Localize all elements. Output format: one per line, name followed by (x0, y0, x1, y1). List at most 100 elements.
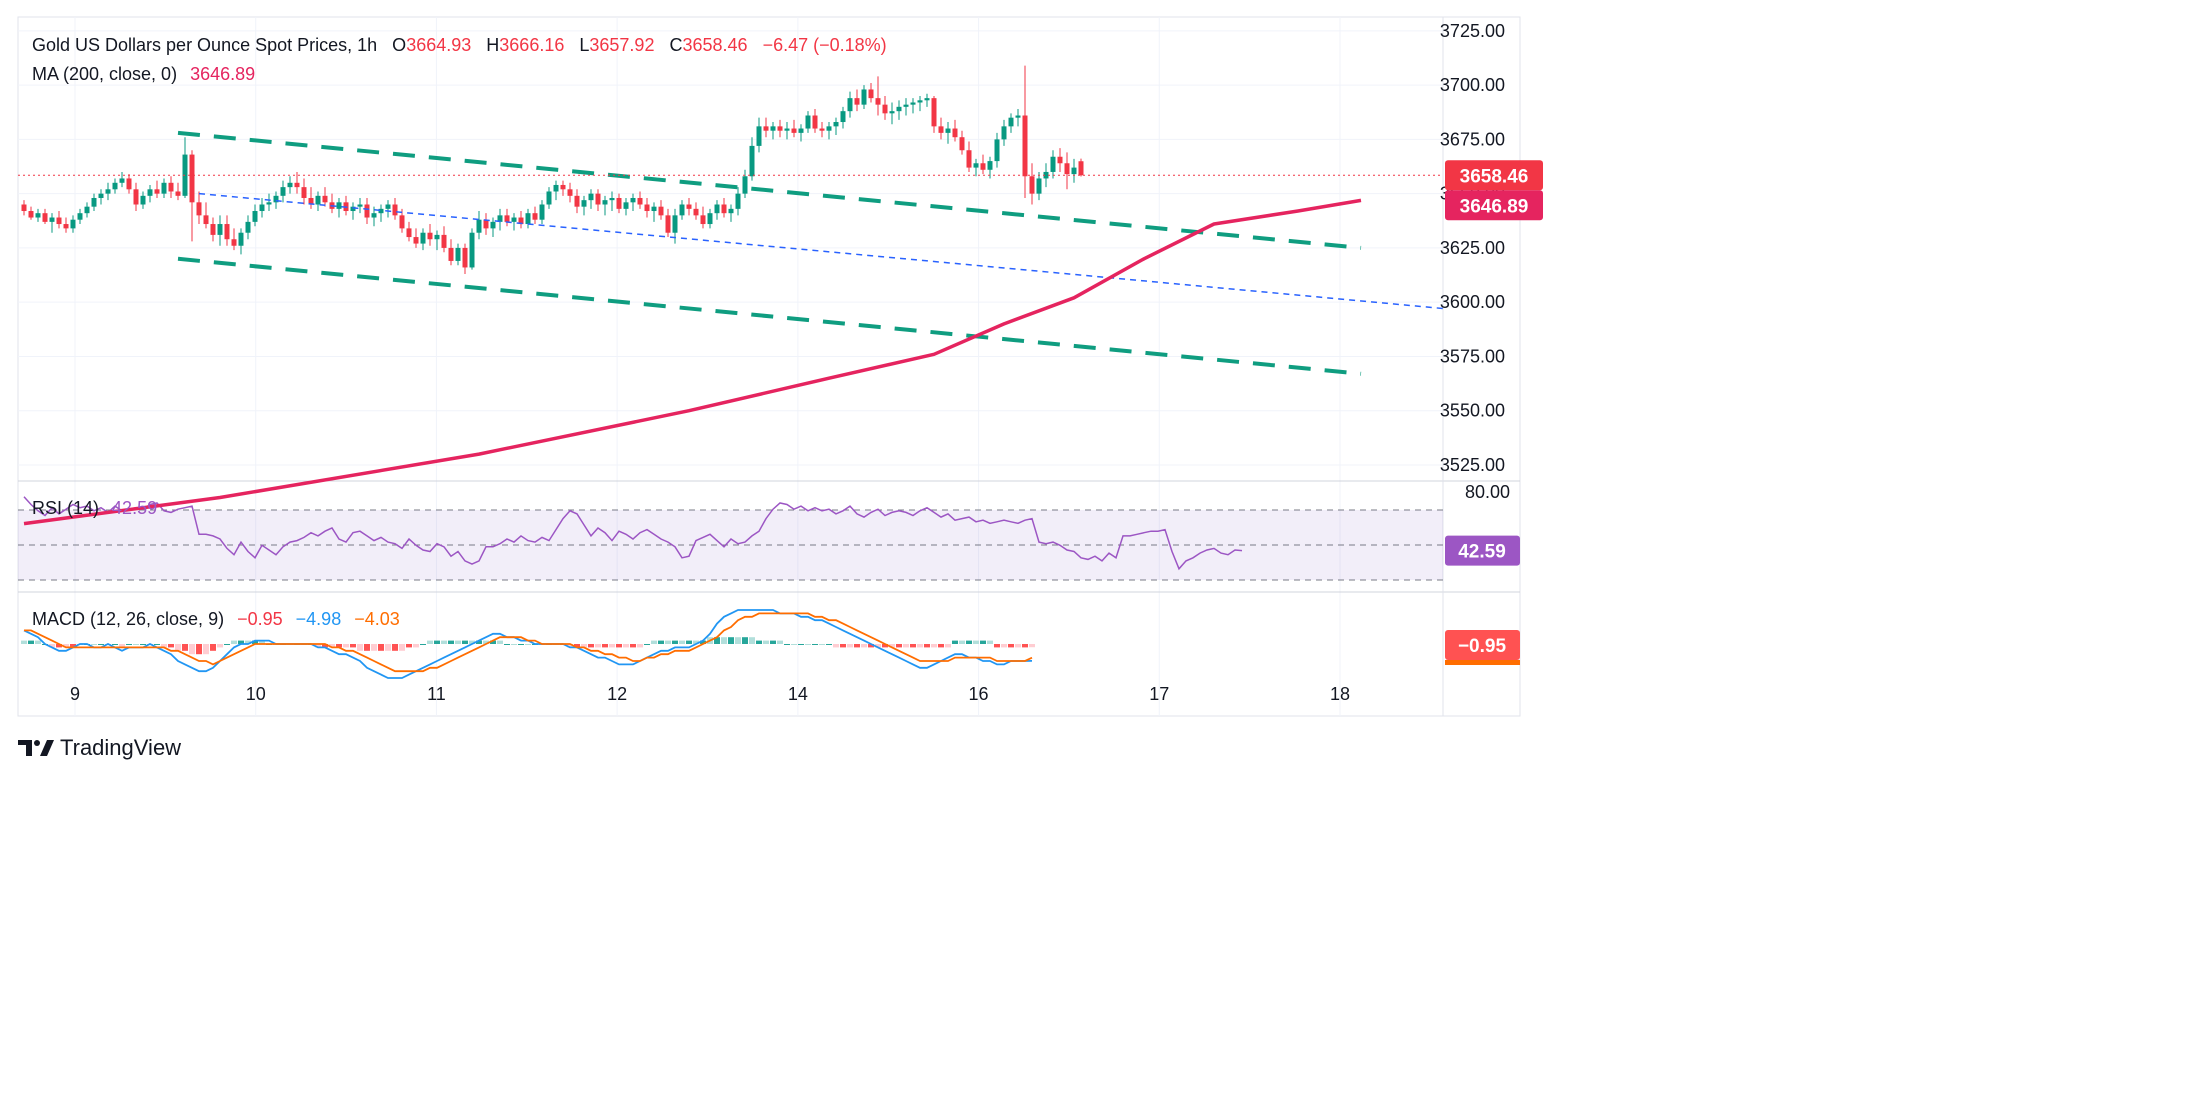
macd-histogram-bar (455, 640, 461, 644)
candle-body (448, 247, 454, 261)
macd-histogram-bar (854, 644, 860, 648)
macd-histogram-bar (637, 644, 643, 648)
candle-body (581, 200, 587, 207)
candle-body (952, 128, 958, 138)
rsi-line (23, 496, 1243, 571)
candle-body (252, 211, 258, 222)
candle-body (903, 104, 909, 107)
candle-body (70, 219, 76, 229)
macd-histogram-bar (875, 644, 881, 648)
candle-body (896, 106, 902, 112)
candle-body (21, 204, 27, 212)
macd-histogram-bar (224, 644, 230, 645)
last-price-tag: 3658.46 (1445, 160, 1543, 191)
candle-body (84, 206, 90, 214)
macd-histogram-bar (112, 644, 118, 645)
macd-histogram-bar (329, 644, 335, 648)
candle-body (735, 193, 741, 209)
macd-histogram-bar (245, 640, 251, 644)
macd-last-tag-text: −0.95 (1458, 636, 1507, 657)
symbol-title: Gold US Dollars per Ounce Spot Prices, 1… (32, 35, 377, 55)
price-tick-label: 3550.00 (1440, 401, 1505, 421)
macd-histogram-bar (189, 644, 195, 655)
macd-histogram-bar (133, 644, 139, 645)
candle-body (819, 128, 825, 131)
candle-body (658, 206, 664, 216)
tradingview-logo-icon (18, 740, 54, 756)
macd-histogram-bar (525, 644, 531, 645)
macd-histogram-bar (805, 644, 811, 645)
candle-body (665, 215, 671, 233)
macd-histogram-bar (588, 644, 594, 648)
macd-histogram-bar (686, 640, 692, 644)
macd-histogram-bar (91, 644, 97, 645)
candle-body (742, 176, 748, 194)
grid (18, 17, 1443, 716)
candle-body (161, 182, 167, 194)
macd-histogram-bar (721, 637, 727, 644)
macd-histogram-bar (826, 644, 832, 645)
last-price-tag-bg (1445, 160, 1543, 191)
tradingview-logo[interactable]: TradingView (18, 734, 181, 762)
macd-histogram-bar (756, 640, 762, 644)
macd-histogram-bar (441, 640, 447, 644)
macd-histogram-bar (413, 644, 419, 648)
macd-histogram-bar (217, 644, 223, 648)
candle-body (805, 115, 811, 129)
candle-body (455, 247, 461, 261)
candle-body (406, 228, 412, 238)
candle-body (105, 189, 111, 194)
candle-body (756, 126, 762, 146)
candle-body (168, 182, 174, 192)
candle-body (441, 234, 447, 248)
candle-body (413, 237, 419, 244)
macd-last-tag: −0.95 (1445, 630, 1520, 665)
legend-line: Gold US Dollars per Ounce Spot Prices, 1… (32, 35, 887, 55)
candle-body (546, 191, 552, 205)
candle-body (777, 126, 783, 131)
time-tick-label: 14 (788, 684, 808, 704)
open-value: 3664.93 (406, 35, 471, 55)
macd-signal-line (24, 612, 1033, 673)
price-tick-label: 3675.00 (1440, 129, 1505, 149)
candle-body (273, 195, 279, 203)
macd-histogram-bar (602, 644, 608, 648)
candle-body (1015, 115, 1021, 118)
macd-histogram-bar (931, 644, 937, 648)
macd-histogram-bar (959, 640, 965, 644)
candle-body (294, 182, 300, 188)
price-chart[interactable]: 3525.003550.003575.003600.003625.003650.… (0, 0, 1568, 768)
candle-body (798, 128, 804, 133)
macd-histogram-bar (371, 644, 377, 651)
candle-body (112, 182, 118, 190)
macd-histogram-bar (896, 644, 902, 648)
macd-histogram-bar (819, 644, 825, 645)
candle-body (714, 204, 720, 214)
candle-body (518, 217, 524, 225)
candle-body (644, 204, 650, 212)
candle-body (854, 98, 860, 105)
candle-body (154, 189, 160, 194)
candle-body (126, 178, 132, 190)
candle-body (63, 224, 69, 229)
candle-body (189, 154, 195, 203)
ma-price-tag-bg (1445, 190, 1543, 221)
candle-body (308, 197, 314, 205)
macd-histogram-bar (987, 640, 993, 644)
candle-body (133, 189, 139, 205)
rsi-band (18, 510, 1443, 580)
macd-histogram-bar (777, 640, 783, 644)
candle-body (301, 187, 307, 198)
rsi-legend: RSI (14) 42.59 (32, 498, 157, 518)
candle-body (826, 126, 832, 131)
candle-body (910, 102, 916, 105)
candle-body (98, 193, 104, 198)
macd-label: MACD (12, 26, close, 9) (32, 609, 224, 629)
price-tick-label: 3525.00 (1440, 455, 1505, 475)
candle-body (553, 184, 559, 192)
candle-body (791, 128, 797, 133)
candle-body (938, 126, 944, 133)
time-tick-label: 17 (1149, 684, 1169, 704)
rsi-value: 42.59 (112, 498, 157, 518)
macd-histogram-bar (574, 644, 580, 648)
